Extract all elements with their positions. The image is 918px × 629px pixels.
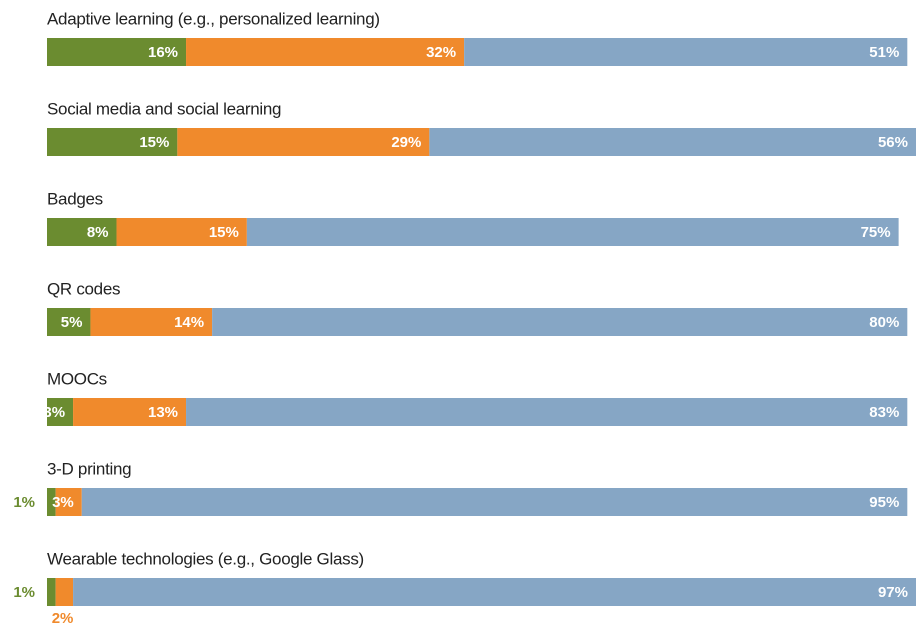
value-label: 1% (13, 584, 35, 601)
category-label: Wearable technologies (e.g., Google Glas… (47, 549, 364, 568)
value-label: 75% (861, 224, 891, 241)
bar-segment (186, 398, 908, 426)
value-label: 5% (61, 314, 83, 331)
bar-segment (246, 218, 899, 246)
bar-segment (464, 38, 908, 66)
value-label: 29% (391, 134, 421, 151)
value-label: 15% (209, 224, 239, 241)
bar-segment (47, 398, 74, 426)
bar-segment (47, 38, 187, 66)
value-label: 14% (174, 314, 204, 331)
bar-segment (47, 578, 56, 606)
value-label: 3% (43, 404, 65, 421)
category-label: 3-D printing (47, 459, 131, 478)
bar-segment (73, 398, 187, 426)
bar-segment (186, 38, 465, 66)
bar-segment (55, 488, 82, 516)
category-label: MOOCs (47, 369, 107, 388)
bar-segment (212, 308, 908, 336)
value-label: 80% (869, 314, 899, 331)
value-label: 56% (878, 134, 908, 151)
value-label: 83% (869, 404, 899, 421)
value-label: 32% (426, 44, 456, 61)
value-label: 8% (87, 224, 109, 241)
category-label: Badges (47, 189, 103, 208)
bar-segment (47, 218, 117, 246)
bar-segment (81, 488, 908, 516)
bar-segment (55, 578, 74, 606)
value-label: 16% (148, 44, 178, 61)
value-label: 15% (139, 134, 169, 151)
bar-segment (47, 128, 178, 156)
category-label: QR codes (47, 279, 120, 298)
value-label: 13% (148, 404, 178, 421)
value-label: 1% (13, 494, 35, 511)
bar-segment (47, 308, 91, 336)
category-label: Social media and social learning (47, 99, 281, 118)
value-label: 2% (52, 610, 74, 627)
value-label: 97% (878, 584, 908, 601)
bar-segment (116, 218, 247, 246)
bar-segment (90, 308, 213, 336)
value-label: 3% (52, 494, 74, 511)
category-label: Adaptive learning (e.g., personalized le… (47, 9, 380, 28)
bar-segment (47, 488, 56, 516)
bar-segment (429, 128, 916, 156)
value-label: 95% (869, 494, 899, 511)
bar-segment (177, 128, 430, 156)
value-label: 51% (869, 44, 899, 61)
bar-segment (73, 578, 916, 606)
